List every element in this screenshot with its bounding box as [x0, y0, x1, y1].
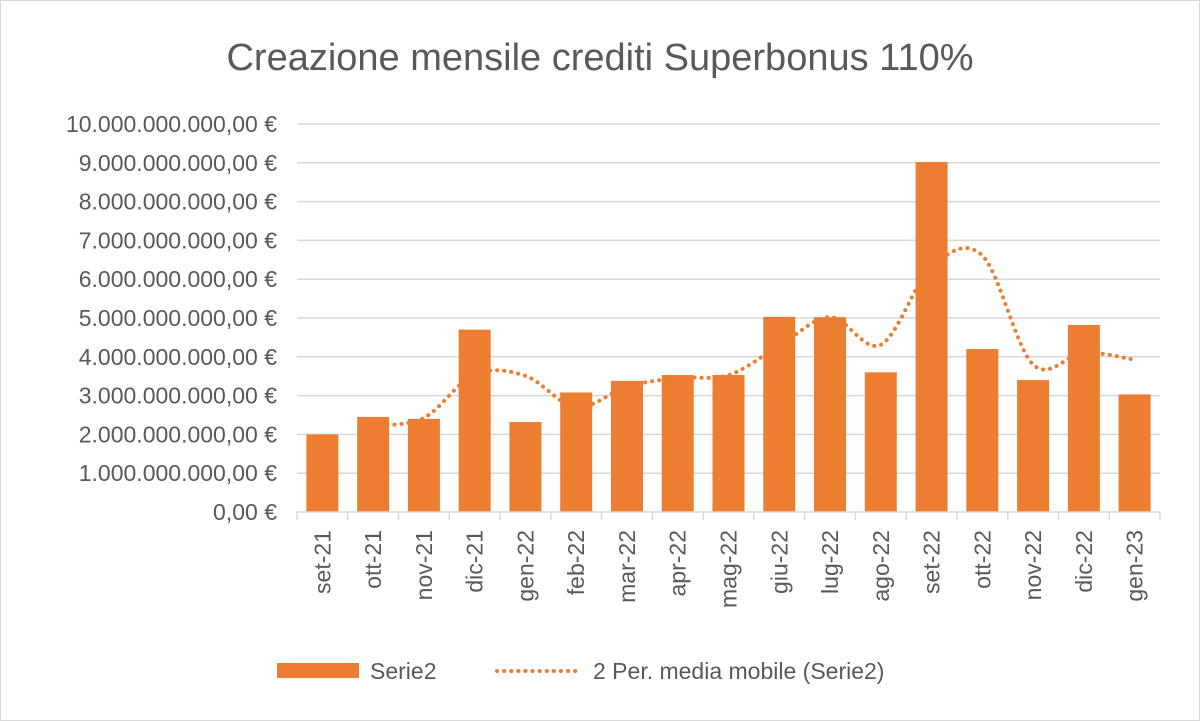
x-tick-label: dic-21	[462, 530, 488, 593]
bar	[357, 416, 390, 512]
x-tick-label: dic-22	[1071, 530, 1097, 593]
x-tick-label: set-22	[919, 530, 945, 594]
x-tick-label: nov-21	[411, 530, 437, 600]
bar	[814, 317, 847, 512]
gridlines	[297, 123, 1160, 474]
legend-swatch-bar	[277, 663, 359, 678]
moving-average-line	[371, 246, 1137, 428]
y-tick-label: 6.000.000.000,00 €	[79, 266, 277, 292]
bar-series	[306, 162, 1151, 513]
x-tick-label: ott-21	[360, 530, 386, 589]
y-tick-label: 7.000.000.000,00 €	[79, 227, 277, 253]
legend-label-line: 2 Per. media mobile (Serie2)	[593, 658, 884, 684]
x-axis	[296, 511, 1161, 520]
bar	[966, 349, 999, 512]
x-tick-label: apr-22	[665, 530, 691, 596]
bar	[712, 375, 745, 512]
bar	[407, 418, 440, 512]
x-tick-label: feb-22	[563, 530, 589, 595]
bar	[763, 316, 796, 512]
x-tick-label: ott-22	[969, 530, 995, 589]
y-tick-label: 3.000.000.000,00 €	[79, 383, 277, 409]
legend-label-bar: Serie2	[370, 658, 436, 684]
y-tick-label: 9.000.000.000,00 €	[79, 150, 277, 176]
x-tick-label: set-21	[309, 530, 335, 594]
bar	[1118, 394, 1151, 512]
y-tick-label: 5.000.000.000,00 €	[79, 305, 277, 331]
y-tick-label: 0,00 €	[213, 499, 277, 525]
x-tick-label: gen-22	[512, 530, 538, 602]
x-tick-label: gen-23	[1122, 530, 1148, 602]
y-tick-label: 8.000.000.000,00 €	[79, 189, 277, 215]
y-tick-label: 4.000.000.000,00 €	[79, 344, 277, 370]
x-tick-label: ago-22	[868, 530, 894, 602]
legend: Serie2 2 Per. media mobile (Serie2)	[277, 658, 884, 684]
bar	[864, 372, 897, 512]
x-tick-label: nov-22	[1020, 530, 1046, 600]
moving-average-series	[371, 246, 1137, 428]
y-tick-label: 1.000.000.000,00 €	[79, 460, 277, 486]
bar	[458, 329, 491, 512]
bar	[1017, 380, 1050, 512]
y-tick-label: 10.000.000.000,00 €	[66, 111, 277, 137]
chart-title: Creazione mensile crediti Superbonus 110…	[226, 37, 973, 79]
y-axis-tick-labels: 0,00 € 1.000.000.000,00 € 2.000.000.000,00…	[66, 111, 277, 525]
y-tick-label: 2.000.000.000,00 €	[79, 421, 277, 447]
x-tick-label: giu-22	[766, 530, 792, 594]
bar	[306, 434, 339, 512]
x-tick-label: lug-22	[817, 530, 843, 594]
bar	[1067, 324, 1100, 512]
bar	[661, 375, 694, 512]
x-axis-tick-labels: set-21 ott-21 nov-21 dic-21 gen-22 feb-22 mar-…	[309, 530, 1147, 608]
bar	[509, 421, 542, 512]
bar	[610, 380, 643, 512]
x-tick-label: mar-22	[614, 530, 640, 603]
bar	[560, 392, 593, 512]
bar	[915, 162, 948, 513]
x-tick-label: mag-22	[716, 530, 742, 608]
